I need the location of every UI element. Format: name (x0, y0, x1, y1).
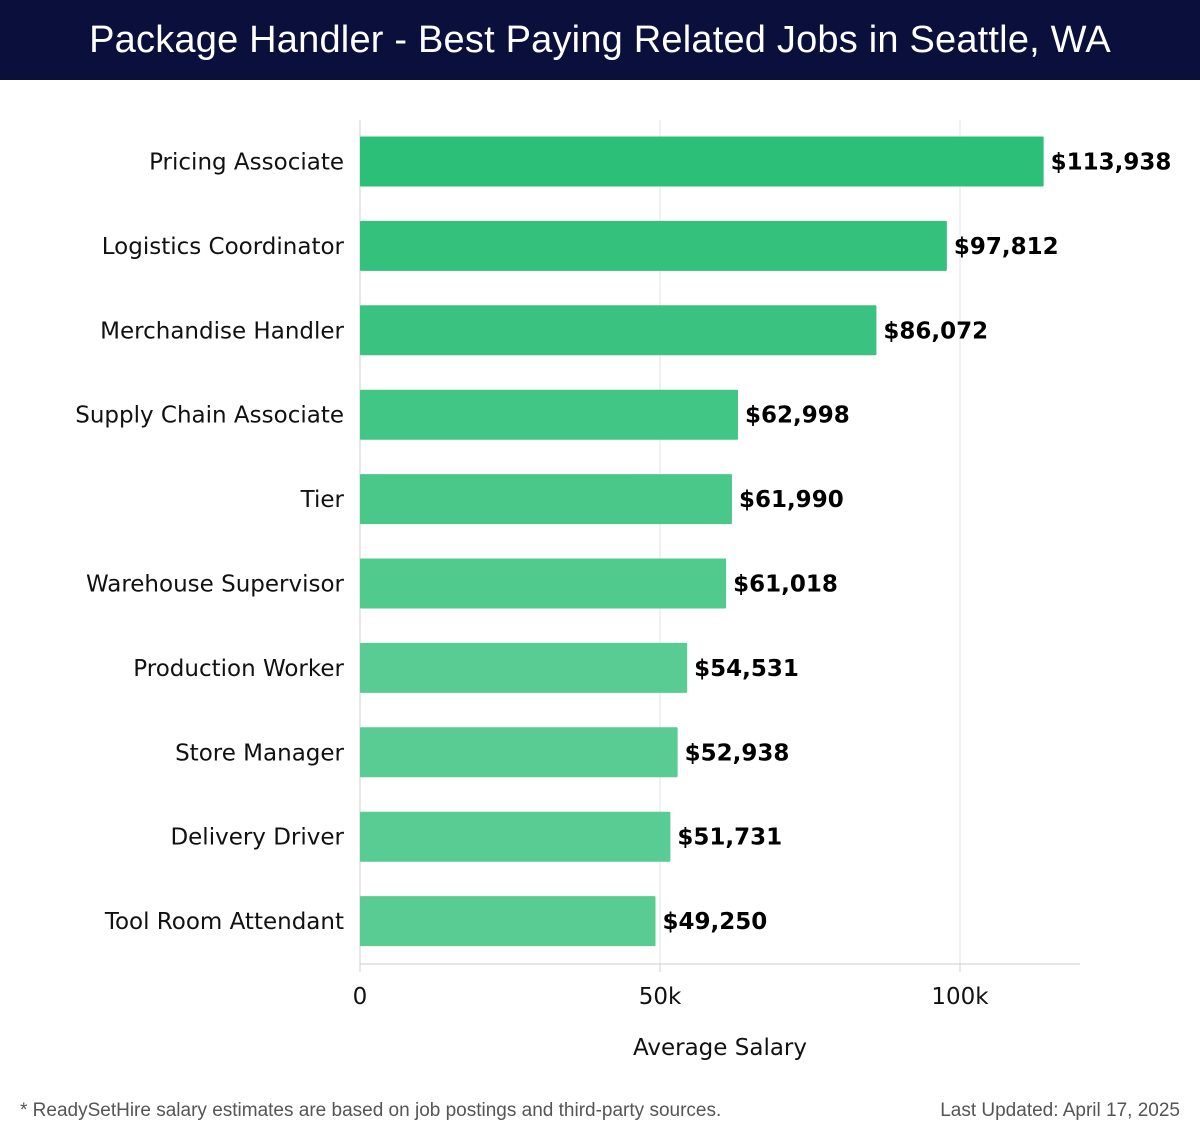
bar (360, 136, 1044, 187)
value-label: $49,250 (663, 909, 768, 935)
value-label: $51,731 (677, 825, 782, 851)
last-updated: Last Updated: April 17, 2025 (940, 1100, 1180, 1121)
bar (360, 220, 947, 271)
value-label: $86,072 (883, 318, 988, 344)
value-label: $61,018 (733, 572, 838, 598)
category-label: Store Manager (175, 740, 344, 766)
bar (360, 896, 656, 947)
category-label: Logistics Coordinator (102, 234, 345, 260)
category-label: Tier (300, 487, 345, 513)
x-axis-label: Average Salary (633, 1035, 807, 1061)
value-label: $62,998 (745, 403, 850, 429)
x-tick-label: 50k (639, 984, 682, 1010)
bar (360, 558, 727, 609)
bar (360, 474, 732, 525)
bar-chart: Pricing Associate $113,938 Logistics Coord… (75, 120, 1171, 1061)
category-label: Merchandise Handler (100, 318, 344, 344)
value-label: $54,531 (694, 656, 799, 682)
bar (360, 811, 671, 862)
value-label: $97,812 (954, 234, 1059, 260)
category-label: Pricing Associate (149, 150, 344, 176)
axis-layer: 0 50k 100k Average Salary (353, 963, 1080, 1061)
category-label: Production Worker (133, 656, 344, 682)
title-bar: Package Handler - Best Paying Related Jo… (0, 0, 1200, 80)
category-label: Warehouse Supervisor (86, 572, 345, 598)
bar (360, 642, 688, 693)
x-tick-label: 100k (931, 984, 989, 1010)
value-label: $113,938 (1051, 150, 1172, 176)
bar-layer (360, 136, 1044, 947)
bar (360, 305, 877, 356)
label-layer: Pricing Associate $113,938 Logistics Coord… (75, 150, 1171, 936)
x-tick-label: 0 (353, 984, 368, 1010)
category-label: Supply Chain Associate (75, 403, 344, 429)
chart-title: Package Handler - Best Paying Related Jo… (89, 18, 1111, 61)
value-label: $61,990 (739, 487, 844, 513)
category-label: Tool Room Attendant (104, 909, 344, 935)
value-label: $52,938 (685, 740, 790, 766)
category-label: Delivery Driver (170, 825, 344, 851)
bar (360, 389, 738, 440)
bar (360, 727, 678, 778)
footer-note: * ReadySetHire salary estimates are base… (20, 1100, 722, 1121)
